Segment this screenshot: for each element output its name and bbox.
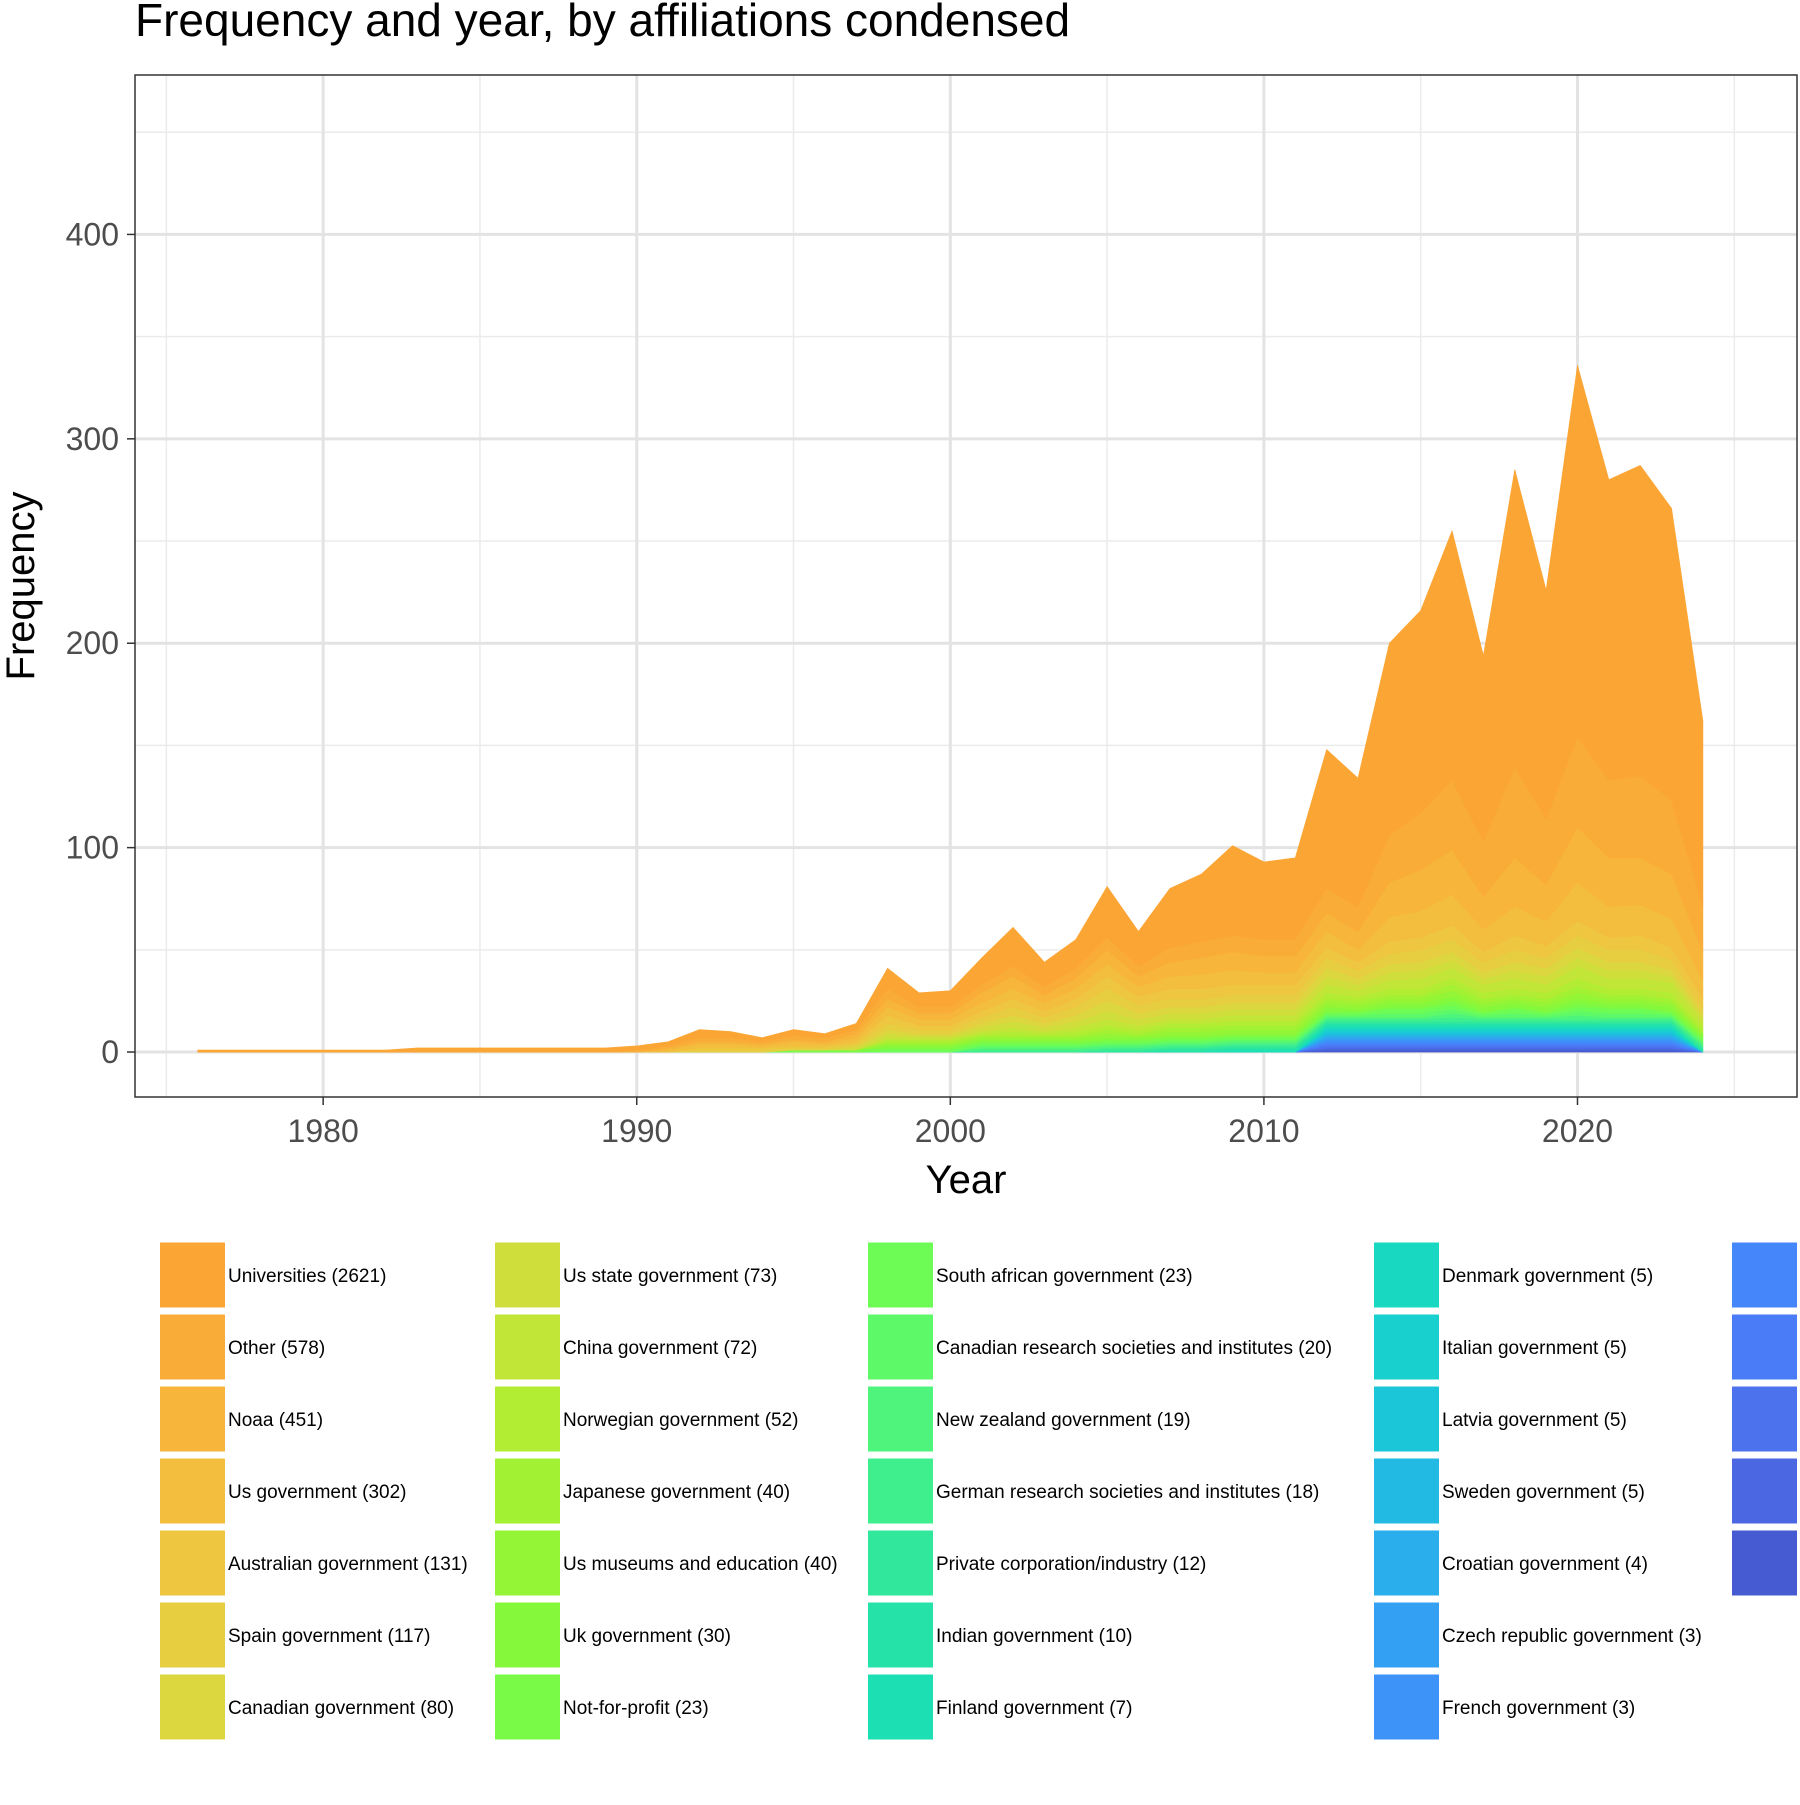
legend-key-9 — [495, 1314, 560, 1380]
legend-key-21 — [868, 1674, 933, 1740]
legend-label: Other (578) — [228, 1338, 325, 1359]
legend-label: German research societies and institutes… — [936, 1482, 1319, 1503]
legend-label: Universities (2621) — [228, 1266, 386, 1287]
legend-label: Czech republic government (3) — [1442, 1626, 1702, 1647]
legend-key-17 — [868, 1386, 933, 1452]
x-axis-label: Year — [926, 1158, 1007, 1202]
legend-key-4 — [160, 1458, 225, 1524]
legend-label: Private corporation/industry (12) — [936, 1554, 1206, 1575]
legend-key-32 — [1732, 1458, 1797, 1524]
legend-key-15 — [868, 1242, 933, 1308]
legend-label: Noaa (451) — [228, 1410, 323, 1431]
legend-label: Uk government (30) — [563, 1626, 731, 1647]
y-tick-label: 300 — [66, 421, 119, 457]
legend-key-22 — [1374, 1242, 1439, 1308]
legend-key-18 — [868, 1458, 933, 1524]
legend-label: Norwegian government (52) — [563, 1410, 799, 1431]
legend-label: Indian government (10) — [936, 1626, 1132, 1647]
y-tick-label: 200 — [66, 625, 119, 661]
plot-border — [134, 74, 1798, 1098]
legend-label: China government (72) — [563, 1338, 757, 1359]
legend-key-28 — [1374, 1674, 1439, 1740]
y-axis-label: Frequency — [0, 492, 43, 681]
legend-label: Italian government (5) — [1442, 1338, 1627, 1359]
legend-key-8 — [495, 1242, 560, 1308]
legend: Universities (2621) Other (578) Noaa (451)… — [160, 1242, 1797, 1740]
legend-label: Spain government (117) — [228, 1626, 430, 1647]
legend-key-5 — [160, 1530, 225, 1596]
legend-label: Not-for-profit (23) — [563, 1698, 709, 1719]
legend-key-12 — [495, 1530, 560, 1596]
legend-key-26 — [1374, 1530, 1439, 1596]
y-tick-label: 400 — [66, 216, 119, 252]
x-tick-label: 1990 — [601, 1113, 672, 1149]
y-tick-label: 100 — [66, 830, 119, 866]
legend-label: French government (3) — [1442, 1698, 1635, 1719]
legend-key-1 — [160, 1242, 225, 1308]
legend-label: Us government (302) — [228, 1482, 406, 1503]
legend-label: Latvia government (5) — [1442, 1410, 1627, 1431]
y-tick-label: 0 — [101, 1034, 119, 1070]
legend-label: Us state government (73) — [563, 1266, 777, 1287]
legend-key-13 — [495, 1602, 560, 1668]
axes: 1980 1990 2000 2010 2020 0 100 200 300 400 — [66, 216, 1613, 1149]
legend-key-14 — [495, 1674, 560, 1740]
legend-label: Canadian research societies and institut… — [936, 1338, 1332, 1359]
legend-key-3 — [160, 1386, 225, 1452]
legend-key-33 — [1732, 1530, 1797, 1596]
legend-key-31 — [1732, 1386, 1797, 1452]
legend-key-2 — [160, 1314, 225, 1380]
legend-label: Sweden government (5) — [1442, 1482, 1645, 1503]
legend-label: New zealand government (19) — [936, 1410, 1191, 1431]
legend-label: Us museums and education (40) — [563, 1554, 838, 1575]
legend-key-29 — [1732, 1242, 1797, 1308]
x-tick-label: 1980 — [288, 1113, 359, 1149]
legend-label: Denmark government (5) — [1442, 1266, 1653, 1287]
legend-key-16 — [868, 1314, 933, 1380]
legend-key-24 — [1374, 1386, 1439, 1452]
legend-key-20 — [868, 1602, 933, 1668]
legend-key-30 — [1732, 1314, 1797, 1380]
x-tick-label: 2010 — [1228, 1113, 1299, 1149]
legend-key-11 — [495, 1458, 560, 1524]
area-series-1 — [197, 365, 1704, 1053]
legend-label: Japanese government (40) — [563, 1482, 790, 1503]
legend-key-23 — [1374, 1314, 1439, 1380]
legend-key-27 — [1374, 1602, 1439, 1668]
legend-label: Finland government (7) — [936, 1698, 1132, 1719]
stacked-areas — [197, 365, 1704, 1053]
legend-label: Australian government (131) — [228, 1554, 468, 1575]
legend-key-19 — [868, 1530, 933, 1596]
legend-key-6 — [160, 1602, 225, 1668]
legend-key-7 — [160, 1674, 225, 1740]
x-tick-label: 2020 — [1542, 1113, 1613, 1149]
legend-label: Croatian government (4) — [1442, 1554, 1648, 1575]
legend-key-10 — [495, 1386, 560, 1452]
x-tick-label: 2000 — [915, 1113, 986, 1149]
legend-label: South african government (23) — [936, 1266, 1193, 1287]
legend-key-25 — [1374, 1458, 1439, 1524]
chart-title: Frequency and year, by affiliations cond… — [135, 0, 1070, 46]
legend-label: Canadian government (80) — [228, 1698, 454, 1719]
